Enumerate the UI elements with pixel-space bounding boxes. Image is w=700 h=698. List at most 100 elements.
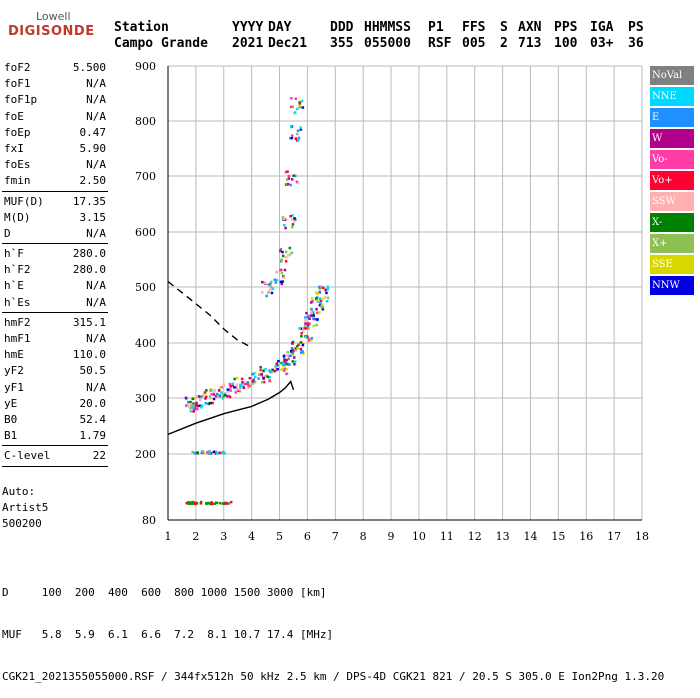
data-point bbox=[270, 291, 274, 295]
param-value: 2.50 bbox=[79, 174, 107, 188]
param-value: N/A bbox=[86, 158, 106, 172]
data-point bbox=[315, 291, 318, 294]
data-point bbox=[300, 332, 303, 335]
x-tick-label: 11 bbox=[440, 530, 454, 543]
data-point bbox=[304, 335, 307, 338]
data-point bbox=[279, 248, 282, 251]
param-row: hmF1 N/A bbox=[2, 331, 108, 347]
data-point bbox=[189, 403, 193, 406]
data-point bbox=[296, 107, 299, 111]
param-row: B0 52.4 bbox=[2, 412, 108, 428]
data-point bbox=[321, 308, 325, 311]
data-point bbox=[212, 450, 216, 454]
data-point bbox=[284, 256, 288, 259]
param-row: fmin 2.50 bbox=[2, 173, 108, 189]
header-value: 713 bbox=[518, 36, 542, 51]
data-point bbox=[247, 384, 250, 387]
data-point bbox=[294, 360, 297, 363]
data-point bbox=[287, 177, 290, 180]
legend-item: X- bbox=[650, 213, 694, 232]
param-name: B0 bbox=[4, 412, 18, 426]
data-point bbox=[287, 357, 290, 361]
data-point bbox=[192, 404, 195, 407]
x-tick-label: 15 bbox=[551, 530, 565, 543]
data-point bbox=[275, 278, 279, 282]
data-point bbox=[261, 280, 264, 284]
data-point bbox=[209, 388, 212, 391]
data-point bbox=[280, 282, 284, 286]
data-point bbox=[257, 377, 260, 380]
data-point bbox=[282, 276, 286, 279]
data-point bbox=[315, 323, 318, 327]
data-point bbox=[282, 369, 286, 372]
data-point bbox=[286, 354, 289, 357]
data-point bbox=[262, 377, 265, 380]
data-point bbox=[310, 297, 314, 300]
data-point bbox=[198, 404, 202, 407]
data-point bbox=[204, 395, 208, 399]
data-point bbox=[212, 397, 216, 401]
data-point bbox=[318, 287, 321, 291]
param-value: 22 bbox=[92, 449, 106, 463]
data-point bbox=[200, 395, 203, 398]
data-point bbox=[267, 291, 270, 294]
param-value: N/A bbox=[86, 93, 106, 107]
data-point bbox=[283, 367, 286, 370]
data-point bbox=[283, 357, 286, 360]
legend-item: X+ bbox=[650, 234, 694, 253]
param-name: B1 bbox=[4, 429, 18, 443]
x-tick-label: 8 bbox=[360, 530, 367, 543]
data-point bbox=[304, 327, 308, 330]
data-point bbox=[293, 111, 297, 114]
data-point bbox=[299, 128, 303, 131]
data-point bbox=[261, 291, 264, 294]
data-point bbox=[294, 137, 297, 140]
data-point bbox=[282, 354, 286, 358]
auto-info: Auto: Artist5 500200 bbox=[2, 484, 48, 532]
data-point bbox=[290, 251, 293, 254]
data-point bbox=[285, 372, 288, 376]
data-point bbox=[296, 181, 300, 184]
data-point bbox=[291, 225, 294, 229]
data-point bbox=[295, 345, 299, 348]
data-point bbox=[257, 373, 261, 376]
data-point bbox=[208, 502, 212, 506]
data-point bbox=[214, 450, 218, 454]
param-value: 20.0 bbox=[79, 396, 107, 410]
data-point bbox=[224, 502, 227, 505]
data-point bbox=[311, 299, 314, 303]
data-point bbox=[265, 294, 268, 298]
param-row: foF1 N/A bbox=[2, 76, 108, 92]
data-point bbox=[229, 389, 232, 392]
param-row: h`F 280.0 bbox=[2, 246, 108, 262]
data-point bbox=[290, 136, 294, 140]
data-point bbox=[221, 502, 225, 505]
y-tick-label: 300 bbox=[135, 392, 156, 405]
data-point bbox=[191, 501, 194, 504]
param-divider bbox=[2, 465, 108, 467]
data-point bbox=[222, 383, 226, 387]
data-point bbox=[324, 288, 327, 292]
header-label: YYYY bbox=[232, 20, 264, 35]
data-point bbox=[291, 223, 295, 226]
data-point bbox=[285, 368, 288, 371]
data-point bbox=[276, 364, 279, 367]
data-point bbox=[271, 368, 274, 372]
data-point bbox=[189, 407, 192, 410]
data-point bbox=[302, 352, 305, 355]
data-point bbox=[319, 305, 323, 309]
data-point bbox=[197, 395, 201, 398]
data-point bbox=[212, 393, 215, 396]
x-tick-label: 14 bbox=[523, 530, 537, 543]
header-value-row: Campo Grande 2021 Dec21 355 055000 RSF 005 2 713… bbox=[114, 36, 654, 52]
param-name: hmE bbox=[4, 348, 24, 362]
data-point bbox=[288, 246, 292, 250]
param-value: N/A bbox=[86, 380, 106, 394]
param-name: hmF2 bbox=[4, 315, 31, 329]
data-point bbox=[185, 501, 188, 505]
data-point bbox=[325, 291, 328, 295]
data-point bbox=[293, 220, 296, 223]
profile-line-solid bbox=[167, 380, 295, 436]
data-point bbox=[281, 363, 285, 366]
data-point bbox=[217, 389, 221, 392]
